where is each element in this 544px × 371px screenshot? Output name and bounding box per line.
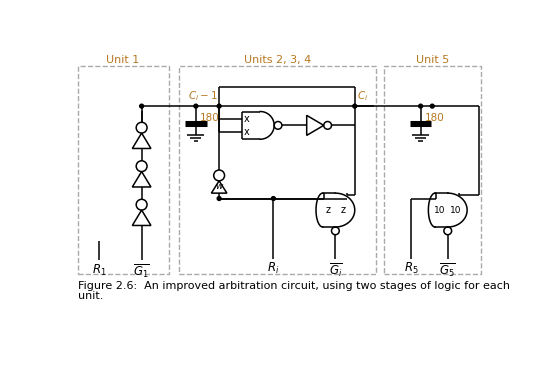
Circle shape (217, 197, 221, 200)
Text: Units 2, 3, 4: Units 2, 3, 4 (244, 55, 311, 65)
Text: $R_5$: $R_5$ (404, 261, 419, 276)
Text: w: w (215, 183, 223, 191)
Circle shape (353, 104, 357, 108)
Circle shape (194, 104, 198, 108)
Text: 180: 180 (424, 113, 444, 123)
Circle shape (419, 104, 423, 108)
Text: $\overline{G_5}$: $\overline{G_5}$ (440, 261, 456, 279)
Text: Unit 1: Unit 1 (107, 55, 140, 65)
Text: 180: 180 (200, 113, 219, 123)
Bar (78, 66, 169, 274)
Text: $C_i - 1$: $C_i - 1$ (188, 89, 218, 103)
Text: $C_i$: $C_i$ (357, 89, 368, 103)
Circle shape (217, 104, 221, 108)
Text: z: z (341, 205, 345, 215)
Text: Figure 2.6:  An improved arbitration circuit, using two stages of logic for each: Figure 2.6: An improved arbitration circ… (78, 281, 510, 291)
Text: $R_i$: $R_i$ (267, 261, 280, 276)
Circle shape (430, 104, 434, 108)
Bar (179, 66, 376, 274)
Text: Unit 5: Unit 5 (416, 55, 449, 65)
Text: $\overline{G_1}$: $\overline{G_1}$ (133, 262, 150, 280)
Circle shape (140, 104, 144, 108)
Bar (384, 66, 481, 274)
Text: unit.: unit. (78, 291, 103, 301)
Text: $R_1$: $R_1$ (92, 262, 106, 278)
Text: 10: 10 (450, 206, 461, 214)
Circle shape (271, 197, 275, 200)
Text: z: z (325, 205, 330, 215)
Text: x: x (244, 114, 250, 124)
Text: x: x (244, 127, 250, 137)
Text: $\overline{G_i}$: $\overline{G_i}$ (329, 261, 342, 279)
Text: 10: 10 (434, 206, 446, 214)
